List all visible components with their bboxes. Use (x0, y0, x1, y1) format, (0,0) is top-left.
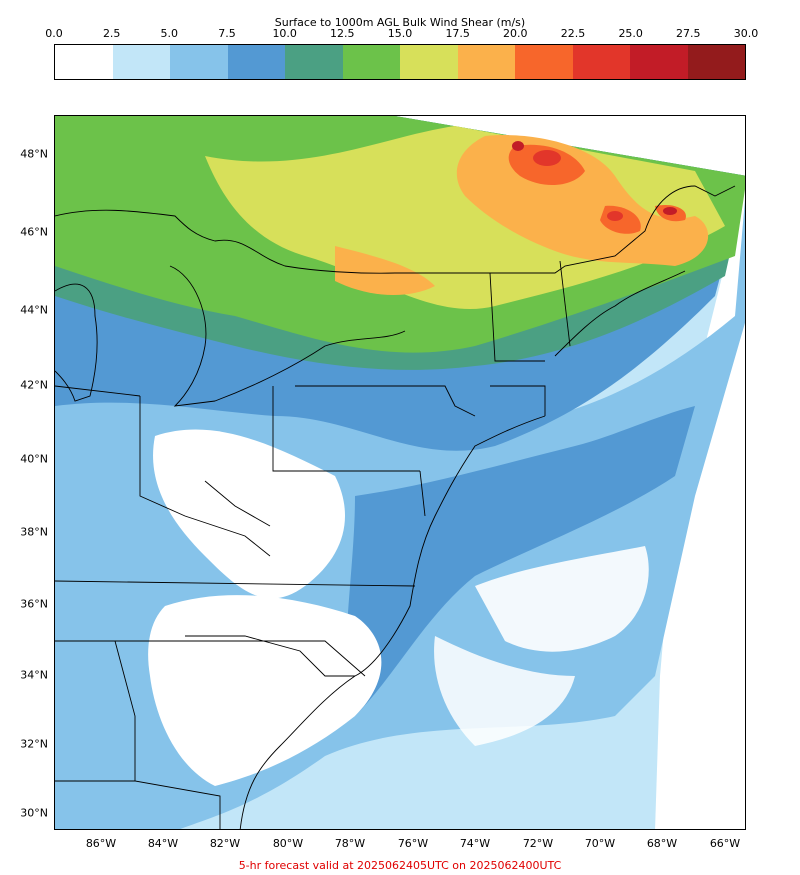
colorbar-tick-label: 0.0 (45, 27, 63, 40)
colorbar-tick-label: 10.0 (272, 27, 297, 40)
wind-shear-field (55, 116, 745, 829)
lat-label: 48°N (20, 147, 48, 161)
colorbar-segment (515, 45, 573, 79)
lat-label: 46°N (20, 225, 48, 239)
colorbar-tick-label: 20.0 (503, 27, 528, 40)
colorbar-segment (687, 45, 745, 79)
colorbar-segment (400, 45, 458, 79)
lon-label: 76°W (397, 837, 429, 850)
colorbar-segment (227, 45, 285, 79)
lon-label: 84°W (147, 837, 179, 850)
field-25 (607, 211, 623, 221)
lon-label: 82°W (209, 837, 241, 850)
field-0 (148, 595, 382, 786)
lon-label: 74°W (459, 837, 491, 850)
colorbar-tick-label: 22.5 (560, 27, 586, 40)
colorbar-segment (170, 45, 228, 79)
lat-label: 38°N (20, 525, 48, 539)
lon-label: 72°W (522, 837, 554, 850)
lat-label: 32°N (20, 737, 48, 751)
lat-label: 44°N (20, 303, 48, 317)
map-panel (54, 115, 746, 830)
lat-label: 42°N (20, 378, 48, 392)
colorbar-segment (285, 45, 343, 79)
lon-label: 80°W (272, 837, 304, 850)
colorbar-segment (630, 45, 688, 79)
colorbar-segment (457, 45, 515, 79)
colorbar-tick-label: 2.5 (102, 27, 121, 40)
state-borders (55, 185, 736, 829)
field-27-5 (512, 141, 524, 151)
colorbar-tick-label: 5.0 (160, 27, 179, 40)
lon-label: 66°W (709, 837, 741, 850)
field-0 (434, 636, 575, 746)
lat-label: 36°N (20, 597, 48, 611)
lon-label: 86°W (85, 837, 117, 850)
colorbar-segment (342, 45, 400, 79)
colorbar-segment (55, 45, 113, 79)
colorbar-tick-label: 15.0 (387, 27, 413, 40)
field-10-coastal (346, 406, 695, 716)
lon-label: 70°W (584, 837, 616, 850)
colorbar-tick-label: 30.0 (733, 27, 759, 40)
forecast-caption: 5-hr forecast valid at 2025062405UTC on … (238, 859, 562, 872)
lat-label: 40°N (20, 452, 48, 466)
colorbar-tick-label: 7.5 (218, 27, 236, 40)
field-27-5 (663, 207, 677, 215)
colorbar-segment (572, 45, 630, 79)
lat-label: 30°N (20, 806, 48, 820)
colorbar-title: Surface to 1000m AGL Bulk Wind Shear (m/… (274, 16, 526, 29)
lat-label: 34°N (20, 668, 48, 682)
colorbar (54, 44, 746, 80)
colorbar-segment (112, 45, 170, 79)
lon-label: 68°W (646, 837, 678, 850)
field-20 (335, 246, 435, 296)
lon-label: 78°W (334, 837, 366, 850)
colorbar-tick-label: 25.0 (618, 27, 643, 40)
colorbar-tick-label: 17.5 (445, 27, 470, 40)
colorbar-tick-label: 12.5 (330, 27, 355, 40)
field-0 (475, 546, 649, 652)
colorbar-tick-label: 27.5 (676, 27, 701, 40)
field-25 (533, 150, 561, 166)
